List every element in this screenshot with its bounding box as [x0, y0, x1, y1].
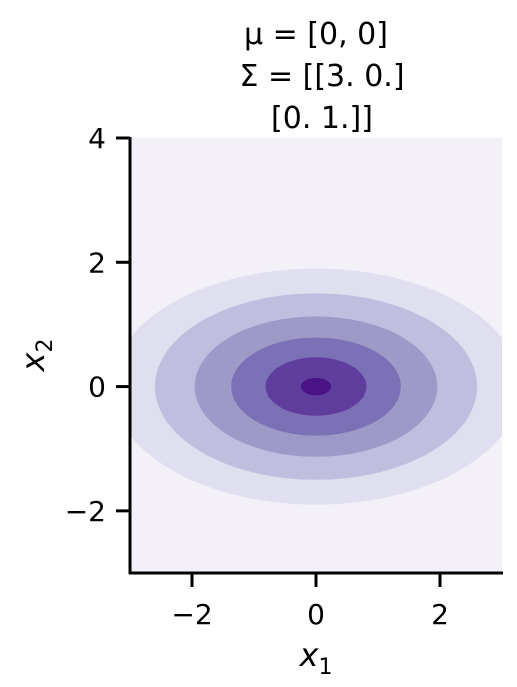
- contour-level-6: [301, 378, 331, 395]
- title-line-3: [0. 1.]]: [271, 101, 373, 136]
- x-tick-label: −2: [171, 598, 212, 631]
- x-axis-ticks: −2 0 2: [171, 573, 449, 631]
- x-axis-label-base: x: [299, 636, 320, 674]
- y-tick-label: 4: [88, 122, 106, 155]
- chart-title: μ = [0, 0] Σ = [[3. 0.] [0. 1.]]: [239, 17, 404, 136]
- y-axis-label: x2: [14, 339, 58, 373]
- title-line-2: Σ = [[3. 0.]: [239, 59, 404, 94]
- x-axis-label: x1: [299, 636, 333, 680]
- y-tick-label: 0: [88, 371, 106, 404]
- y-axis-ticks: −2 0 2 4: [65, 122, 130, 528]
- y-axis-label-subscript: 2: [33, 339, 58, 353]
- title-line-1: μ = [0, 0]: [244, 17, 388, 52]
- y-tick-label: 2: [88, 246, 106, 279]
- y-tick-label: −2: [65, 495, 106, 528]
- density-contours: [112, 269, 517, 505]
- x-tick-label: 0: [307, 598, 325, 631]
- x-tick-label: 2: [431, 598, 449, 631]
- x-axis-label-subscript: 1: [318, 655, 332, 680]
- y-axis-label-base: x: [14, 351, 52, 372]
